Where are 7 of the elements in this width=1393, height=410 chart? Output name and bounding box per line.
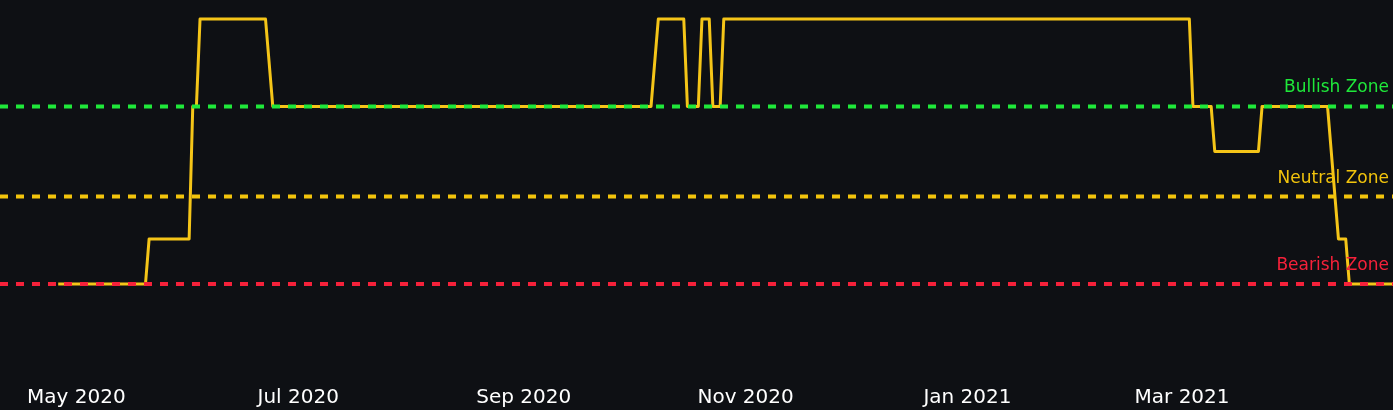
- x-tick-label: Jan 2021: [921, 384, 1012, 408]
- x-tick-label: May 2020: [27, 384, 126, 408]
- x-tick-label: Nov 2020: [697, 384, 794, 408]
- x-tick-label: Sep 2020: [476, 384, 572, 408]
- ref-line-label: Bullish Zone: [1284, 76, 1389, 97]
- x-tick-label: Jul 2020: [255, 384, 339, 408]
- x-tick-label: Mar 2021: [1134, 384, 1230, 408]
